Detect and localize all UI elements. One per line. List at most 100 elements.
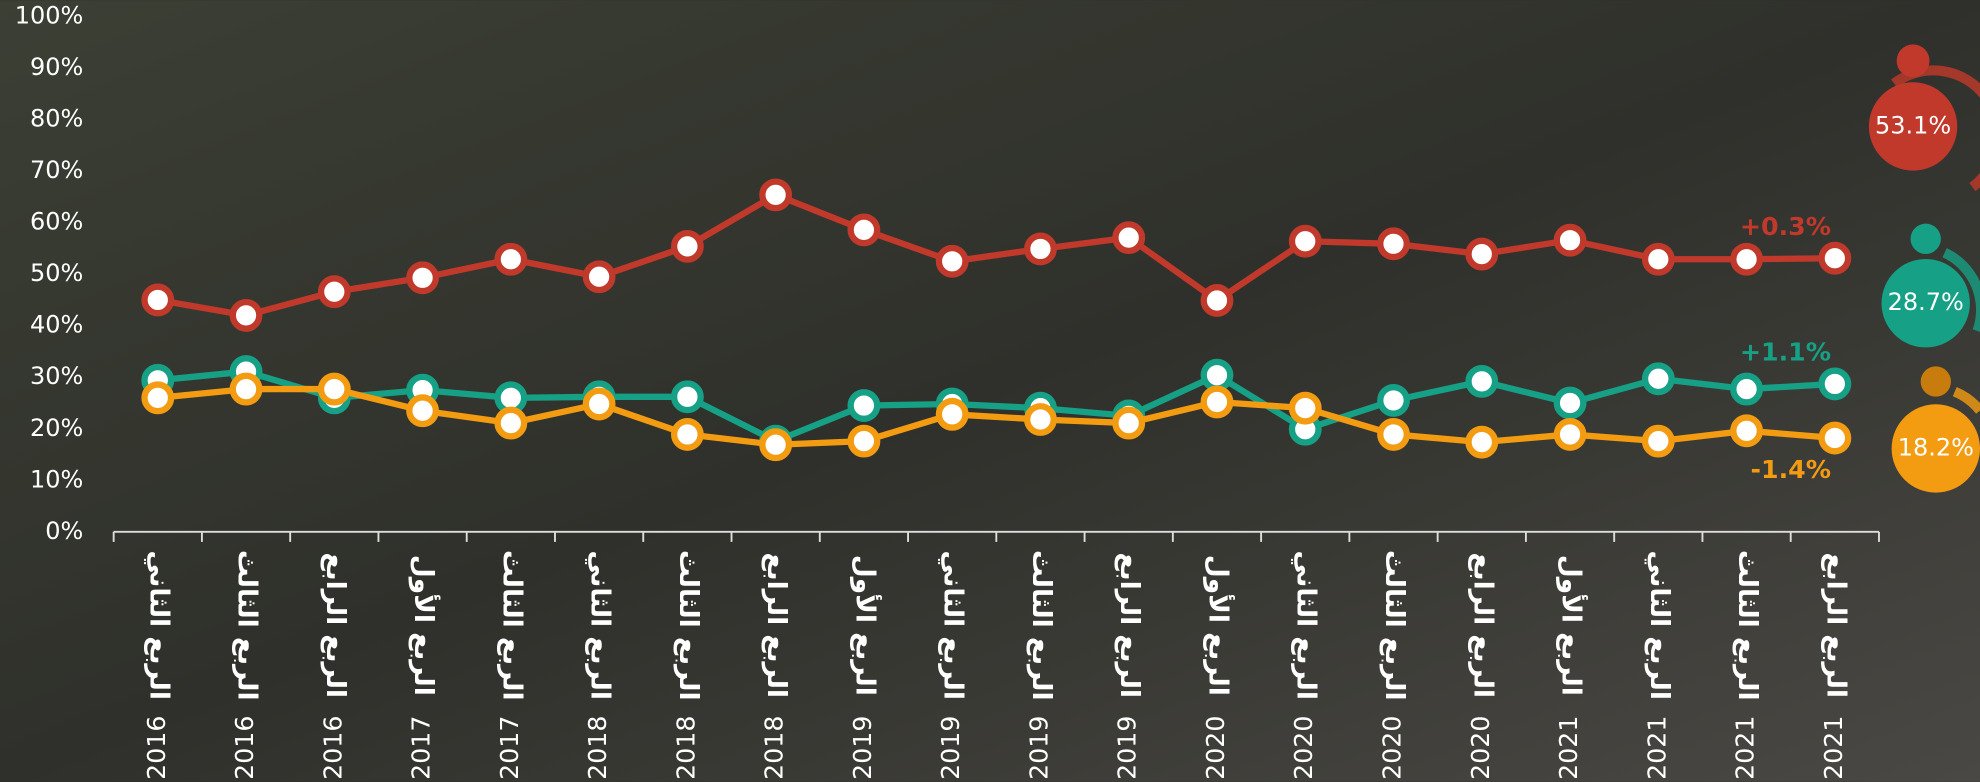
x-tick-year: 2018 [760, 716, 789, 780]
point [1730, 414, 1763, 448]
x-tick-label: الربع الثالث [1732, 550, 1763, 701]
point [1730, 372, 1763, 406]
point [935, 244, 969, 278]
badge-decorations [1891, 44, 1980, 414]
point [847, 213, 881, 247]
point [670, 418, 704, 451]
point [141, 381, 175, 415]
x-tick-label: الربع الثالث [232, 550, 263, 701]
x-tick-year: 2020 [1378, 716, 1407, 780]
x-tick-label: الربع الرابع [1467, 553, 1498, 698]
y-tick-label: 50% [30, 259, 83, 287]
end-badge-label: 18.2% [1898, 433, 1974, 461]
point [1200, 358, 1234, 392]
x-tick-year: 2018 [583, 716, 612, 780]
x-tick-year: 2017 [495, 716, 524, 780]
x-tick-label: الربع الأول [1202, 555, 1235, 696]
x-tick-label: الربع الثالث [1026, 550, 1057, 701]
x-tick-label: الربع الأول [1556, 555, 1589, 696]
point [1200, 284, 1234, 317]
point [1553, 386, 1587, 420]
point [1288, 391, 1322, 425]
point [1288, 224, 1322, 258]
x-tick-year: 2016 [142, 716, 171, 780]
point [1818, 421, 1852, 455]
x-tick-year: 2020 [1466, 716, 1495, 780]
end-badge-label: 53.1% [1875, 111, 1951, 139]
point [935, 397, 969, 431]
point [317, 372, 351, 406]
x-tick-label: الربع الرابع [761, 553, 792, 698]
point [759, 428, 793, 462]
point [1818, 241, 1852, 275]
y-tick-label: 0% [45, 517, 83, 545]
point [1200, 385, 1234, 419]
x-tick-year: 2016 [318, 716, 347, 780]
point [847, 424, 881, 458]
x-tick-year: 2019 [1024, 716, 1053, 780]
point [1112, 406, 1146, 440]
end-badge-label: 28.7% [1888, 288, 1964, 316]
point [406, 394, 439, 428]
x-tick-year: 2017 [407, 716, 436, 780]
point [1377, 384, 1410, 417]
end-badge [1881, 259, 1970, 348]
x-tick-label: الربع الرابع [1114, 553, 1145, 698]
point [406, 261, 439, 295]
x-tick-label: الربع الأول [849, 555, 882, 696]
point [229, 298, 263, 332]
point [582, 387, 616, 421]
x-tick-label: الربع الثاني [585, 551, 616, 700]
point [847, 389, 881, 422]
point [1112, 221, 1146, 255]
x-tick-label: الربع الثالث [1379, 550, 1410, 701]
end-badge [1868, 82, 1958, 171]
x-tick-label: الربع الرابع [320, 553, 351, 698]
x-tick-label: الربع الثالث [673, 550, 704, 701]
point [670, 229, 704, 263]
x-tick-year: 2019 [848, 716, 877, 780]
x-tick-year: 2018 [671, 716, 700, 780]
point [759, 178, 793, 212]
x-tick-label: الربع الثاني [938, 551, 969, 700]
point [317, 275, 351, 309]
x-tick-year: 2021 [1642, 716, 1671, 780]
point [1377, 227, 1410, 261]
x-tick-year: 2021 [1731, 716, 1760, 780]
point [1730, 242, 1763, 276]
point [1465, 237, 1499, 271]
x-tick-year: 2016 [230, 716, 259, 780]
y-tick-label: 70% [30, 156, 83, 184]
x-tick-year: 2021 [1819, 716, 1848, 780]
y-tick-label: 60% [30, 208, 83, 236]
x-tick-year: 2020 [1201, 716, 1230, 780]
y-tick-label: 80% [30, 105, 83, 133]
x-tick-year: 2019 [936, 716, 965, 780]
y-tick-label: 10% [30, 465, 83, 493]
x-tick-label: الربع الثاني [1644, 551, 1675, 700]
point [1641, 424, 1675, 458]
y-tick-label: 40% [30, 311, 83, 339]
y-tick-label: 30% [30, 362, 83, 390]
y-tick-label: 20% [30, 414, 83, 442]
x-tick-label: الربع الثاني [143, 551, 174, 700]
point [1553, 418, 1587, 451]
y-tick-label: 90% [30, 53, 83, 81]
change-label: -1.4% [1751, 455, 1832, 484]
x-tick-label: الربع الرابع [1820, 553, 1851, 698]
x-tick-year: 2020 [1289, 716, 1318, 780]
change-label: +0.3% [1740, 212, 1831, 241]
x-tick-label: الربع الأول [408, 555, 441, 696]
change-label: +1.1% [1740, 338, 1831, 367]
point [1465, 425, 1499, 459]
point [494, 406, 528, 440]
point [141, 283, 175, 317]
x-tick-year: 2019 [1113, 716, 1142, 780]
point [1024, 403, 1057, 436]
point [1465, 364, 1499, 398]
point [1641, 242, 1675, 276]
point [1377, 418, 1410, 451]
x-tick-label: الربع الثاني [1291, 551, 1322, 700]
point [670, 380, 704, 414]
